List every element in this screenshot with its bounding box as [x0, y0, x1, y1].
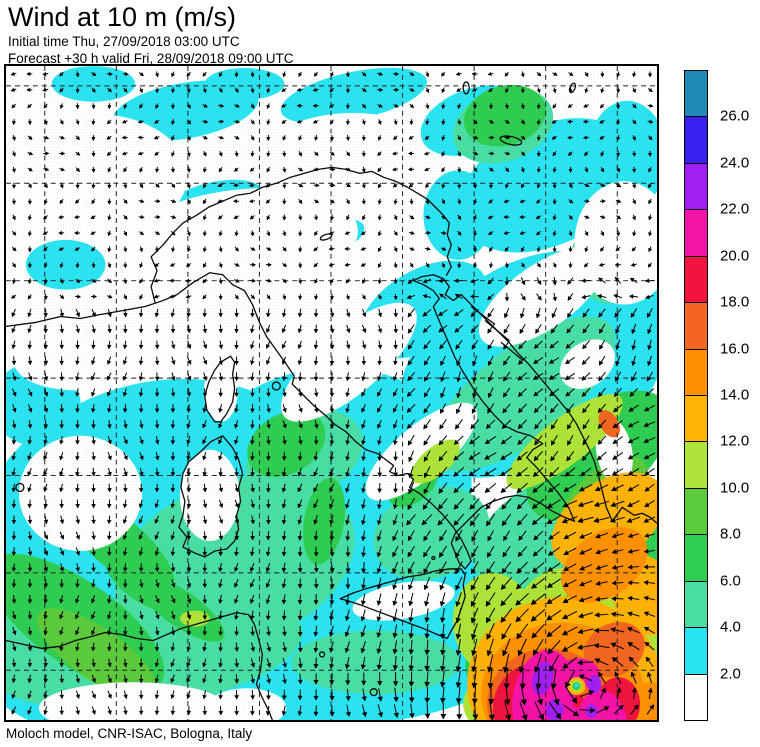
small-island [318, 651, 326, 658]
wind-map-frame [4, 64, 659, 722]
coastline-mainland-france-italy-balkans [6, 272, 657, 570]
legend-tick-label: 18.0 [720, 293, 750, 311]
coastline-sardinia [178, 435, 244, 558]
coastline-africa [6, 612, 273, 720]
coastline-alps-border [150, 166, 452, 303]
legend-tick-label: 26.0 [720, 107, 750, 125]
legend-tick-label: 22.0 [720, 200, 750, 218]
small-island [271, 381, 281, 391]
legend-color-swatch [684, 70, 708, 118]
legend-color-swatch [684, 627, 708, 675]
legend-color-swatch [684, 673, 708, 721]
legend-tick-label: 4.0 [720, 618, 741, 636]
small-island [369, 688, 378, 697]
coastline-sicily [339, 568, 466, 640]
legend-tick-label: 14.0 [720, 386, 750, 404]
legend-tick-label: 12.0 [720, 432, 750, 450]
legend-color-swatch [684, 116, 708, 164]
legend-color-swatch [684, 395, 708, 443]
legend-color-swatch [684, 302, 708, 350]
legend-color-swatch [684, 487, 708, 536]
legend-tick-label: 6.0 [720, 572, 741, 590]
color-scale-legend: 26.0 24.0 22.0 20.0 18.0 16.0 14.0 12.0 10.0 8.0 6… [684, 70, 760, 721]
legend-color-swatch [684, 441, 708, 489]
legend-tick-label: 24.0 [720, 154, 750, 172]
wind-map-canvas [6, 66, 657, 720]
small-island [431, 555, 436, 561]
page-title: Wind at 10 m (m/s) [8, 2, 237, 32]
legend-color-swatch [684, 580, 708, 629]
legend-color-swatch [684, 209, 708, 257]
legend-tick-label: 8.0 [720, 525, 741, 543]
legend-tick-label: 20.0 [720, 247, 750, 265]
legend-color-swatch [684, 255, 708, 304]
lake-outline [462, 81, 470, 95]
lake-outline [319, 233, 333, 241]
wind-arrow-grid [10, 71, 656, 720]
legend-color-swatch [684, 534, 708, 582]
legend-color-swatch [684, 162, 708, 211]
legend-color-swatch [684, 348, 708, 396]
legend-tick-label: 10.0 [720, 479, 750, 497]
lake-outline [499, 135, 523, 146]
legend-tick-label: 2.0 [720, 665, 741, 683]
coastline-croatia-island-2 [484, 319, 510, 341]
small-island [15, 482, 25, 493]
header: Wind at 10 m (m/s) Initial time Thu, 27/… [8, 2, 294, 67]
initial-time-line: Initial time Thu, 27/09/2018 03:00 UTC [8, 34, 240, 50]
model-credit: Moloch model, CNR-ISAC, Bologna, Italy [6, 726, 253, 741]
coastline-croatia-island-1 [470, 306, 496, 325]
legend-color-bar [684, 70, 708, 721]
forecast-valid-line: Forecast +30 h valid Fri, 28/09/2018 09:… [8, 50, 294, 66]
legend-tick-label: 16.0 [720, 340, 750, 358]
